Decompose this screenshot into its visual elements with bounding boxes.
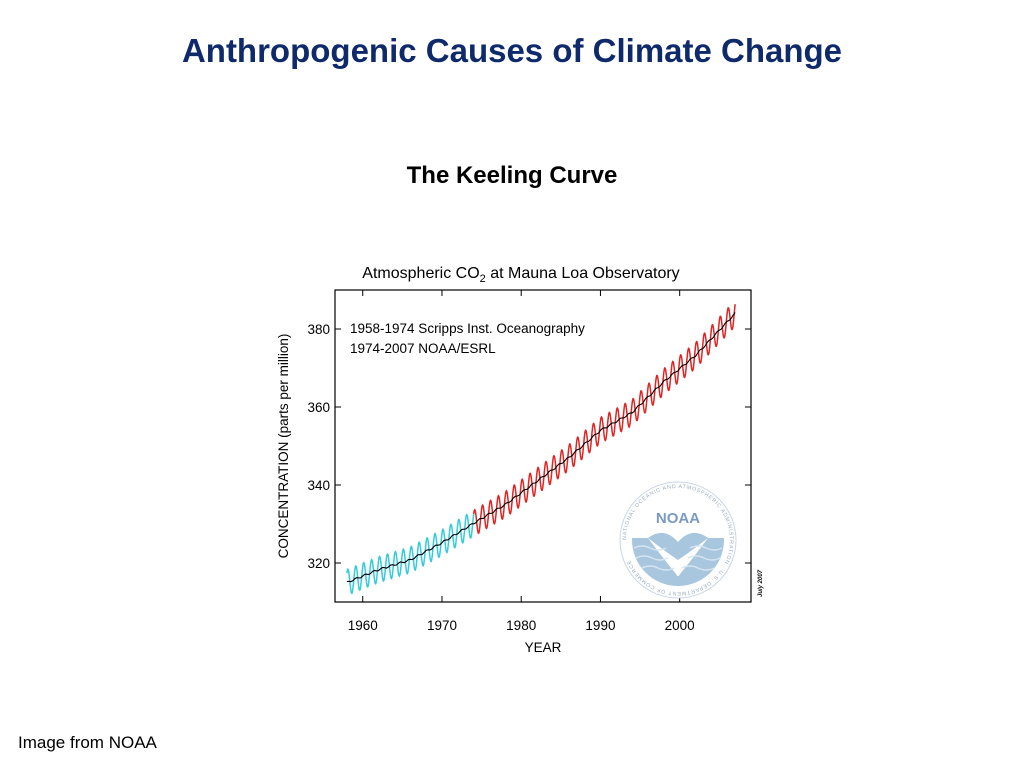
noaa-logo: NOAA NATIONAL OCEANIC AND ATMOSPHERIC AD… — [619, 481, 737, 599]
slide-subtitle: The Keeling Curve — [406, 162, 618, 189]
y-axis-label: CONCENTRATION (parts per million) — [276, 334, 291, 559]
x-tick-label: 1960 — [348, 618, 378, 633]
keeling-curve-chart: Atmospheric CO2 at Mauna Loa Observatory… — [276, 265, 764, 655]
image-credit: Image from NOAA — [18, 733, 157, 752]
x-axis-label: YEAR — [525, 640, 562, 655]
annotation-scripps: 1958-1974 Scripps Inst. Oceanography — [350, 321, 585, 336]
annotation-noaa: 1974-2007 NOAA/ESRL — [350, 341, 496, 356]
x-tick-label: 1990 — [585, 618, 615, 633]
chart-title-subscript: 2 — [480, 273, 486, 285]
series-line-monthly-1 — [472, 304, 736, 535]
series-line-trend — [346, 312, 736, 583]
chart-title-suffix: at Mauna Loa Observatory — [486, 265, 680, 282]
chart-title-main: Atmospheric CO — [362, 265, 479, 282]
slide-title: Anthropogenic Causes of Climate Change — [181, 32, 843, 69]
plot-frame — [334, 289, 752, 603]
noaa-logo-text: NOAA — [656, 510, 700, 527]
series-layer — [346, 304, 736, 595]
x-tick-label: 2000 — [665, 618, 695, 633]
y-tick-label: 340 — [307, 478, 330, 493]
x-tick-label: 1980 — [506, 618, 536, 633]
x-tick-label: 1970 — [427, 618, 457, 633]
y-tick-label: 360 — [307, 400, 330, 415]
y-tick-label: 380 — [307, 322, 330, 337]
axis-ticks: 1960 1970 1980 1990 2000 320 340 360 380 — [307, 290, 751, 633]
date-stamp: July 2007 — [758, 569, 764, 597]
y-tick-label: 320 — [307, 556, 330, 571]
chart-title: Atmospheric CO2 at Mauna Loa Observatory — [362, 265, 679, 285]
series-line-monthly-0 — [346, 513, 475, 595]
